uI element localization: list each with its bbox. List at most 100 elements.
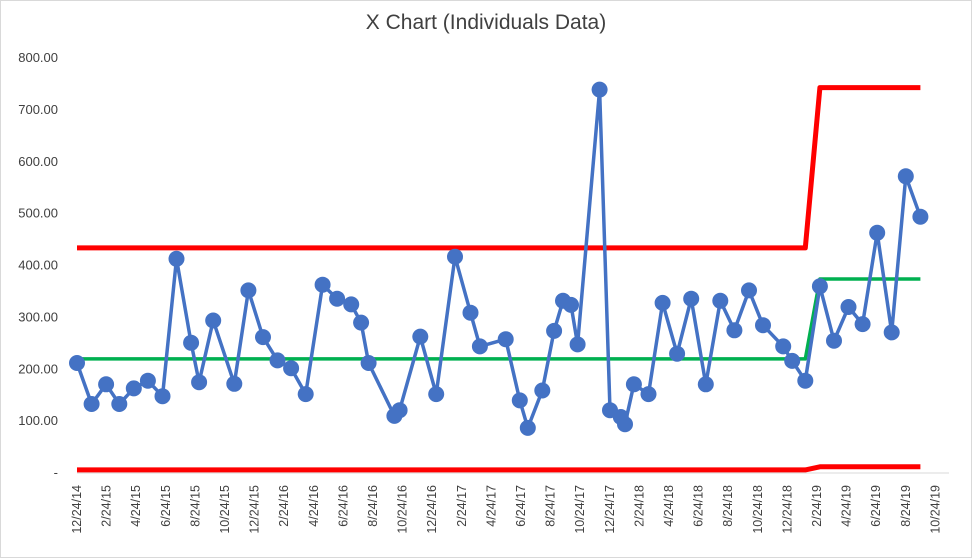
x-tick-label: 8/24/19 — [899, 485, 913, 527]
data-point-marker — [428, 386, 445, 403]
y-tick-label: 100.00 — [18, 413, 58, 428]
x-tick-label: 4/24/18 — [662, 485, 676, 527]
data-point-marker — [283, 360, 300, 377]
x-tick-label: 2/24/15 — [100, 485, 114, 527]
data-point-marker — [811, 278, 828, 295]
data-point-marker — [471, 338, 488, 355]
data-point-marker — [697, 376, 714, 393]
y-tick-label: - — [54, 465, 58, 480]
x-tick-label: 10/24/15 — [218, 485, 232, 534]
data-point-marker — [775, 338, 792, 355]
data-point-marker — [883, 324, 900, 341]
x-tick-label: 4/24/15 — [129, 485, 143, 527]
data-point-marker — [712, 292, 729, 309]
data-point-marker — [741, 282, 757, 299]
data-point-marker — [69, 355, 85, 371]
x-tick-label: 8/24/16 — [366, 485, 380, 527]
data-point-marker — [240, 282, 257, 299]
data-point-marker — [654, 294, 671, 311]
x-tick-label: 6/24/16 — [336, 485, 350, 527]
x-tick-label: 6/24/17 — [514, 485, 528, 527]
data-point-marker — [462, 304, 479, 321]
data-point-marker — [154, 388, 171, 405]
y-tick-label: 200.00 — [18, 361, 58, 376]
x-tick-label: 8/24/17 — [544, 485, 558, 527]
data-point-marker — [625, 376, 642, 393]
x-tick-label: 8/24/18 — [721, 485, 735, 527]
data-point-marker — [683, 290, 700, 307]
x-tick-label: 12/24/16 — [425, 485, 439, 534]
y-tick-label: 300.00 — [18, 309, 58, 324]
x-tick-label: 6/24/18 — [692, 485, 706, 527]
x-tick-label: 12/24/14 — [70, 485, 84, 534]
x-tick-label: 6/24/19 — [869, 485, 883, 527]
x-tick-label: 10/24/19 — [928, 485, 942, 534]
data-point-marker — [511, 392, 528, 409]
data-point-marker — [569, 336, 586, 353]
data-point-marker — [111, 396, 128, 412]
data-point-marker — [826, 332, 842, 349]
data-point-marker — [391, 402, 408, 419]
y-tick-label: 700.00 — [18, 102, 58, 117]
x-tick-label: 2/24/16 — [277, 485, 291, 527]
data-point-marker — [497, 331, 514, 348]
data-point-marker — [314, 276, 331, 293]
data-point-marker — [360, 355, 377, 371]
data-point-marker — [640, 386, 657, 403]
x-tick-label: 10/24/16 — [396, 485, 410, 534]
data-point-marker — [139, 372, 156, 389]
x-tick-label: 12/24/17 — [603, 485, 617, 534]
data-point-marker — [343, 296, 360, 313]
y-tick-label: 800.00 — [18, 50, 58, 65]
data-point-marker — [329, 290, 346, 307]
data-point-marker — [755, 317, 771, 334]
y-axis-ticks: - 100.00 200.00 300.00 400.00 500.00 600.00 700… — [18, 50, 58, 480]
data-point-marker — [255, 329, 271, 346]
data-point-marker — [191, 374, 208, 391]
x-tick-label: 4/24/17 — [484, 485, 498, 527]
data-point-marker — [447, 248, 463, 265]
data-point-marker — [563, 296, 579, 313]
data-point-marker — [869, 224, 886, 241]
x-tick-label: 4/24/19 — [840, 485, 854, 527]
x-tick-label: 12/24/18 — [780, 485, 794, 534]
data-point-marker — [784, 352, 801, 369]
data-point-marker — [617, 416, 633, 433]
data-point-marker — [546, 322, 563, 339]
data-point-marker — [269, 352, 286, 369]
data-point-marker — [840, 299, 857, 315]
data-point-marker — [205, 312, 222, 329]
x-tick-label: 6/24/15 — [159, 485, 173, 527]
data-point-marker — [897, 168, 914, 185]
x-tick-label: 12/24/15 — [248, 485, 262, 534]
x-tick-label: 10/24/17 — [573, 485, 587, 534]
data-point-marker — [168, 250, 185, 267]
series-layer — [69, 81, 929, 473]
x-tick-label: 4/24/16 — [307, 485, 321, 527]
x-tick-label: 2/24/17 — [455, 485, 469, 527]
data-point-marker — [591, 81, 608, 98]
x-tick-label: 8/24/15 — [188, 485, 202, 527]
data-point-marker — [519, 419, 536, 436]
data-point-marker — [98, 376, 115, 393]
data-point-marker — [125, 380, 142, 397]
data-point-marker — [412, 328, 429, 345]
data-point-marker — [912, 208, 929, 225]
data-point-marker — [854, 316, 871, 333]
x-axis-ticks: 12/24/14 2/24/15 4/24/15 6/24/15 8/24/15 10/2… — [70, 485, 942, 534]
x-tick-label: 2/24/18 — [632, 485, 646, 527]
y-tick-label: 400.00 — [18, 258, 58, 273]
data-point-marker — [297, 386, 314, 403]
center-line — [77, 277, 921, 361]
data-point-marker — [669, 345, 686, 362]
data-point-marker — [353, 314, 370, 331]
data-point-marker — [534, 382, 551, 399]
data-point-marker — [226, 375, 243, 392]
data-point-marker — [83, 396, 100, 412]
chart-title: X Chart (Individuals Data) — [365, 11, 607, 34]
control-limit-line — [77, 85, 921, 251]
data-point-marker — [726, 322, 743, 339]
y-tick-label: 600.00 — [18, 154, 58, 169]
